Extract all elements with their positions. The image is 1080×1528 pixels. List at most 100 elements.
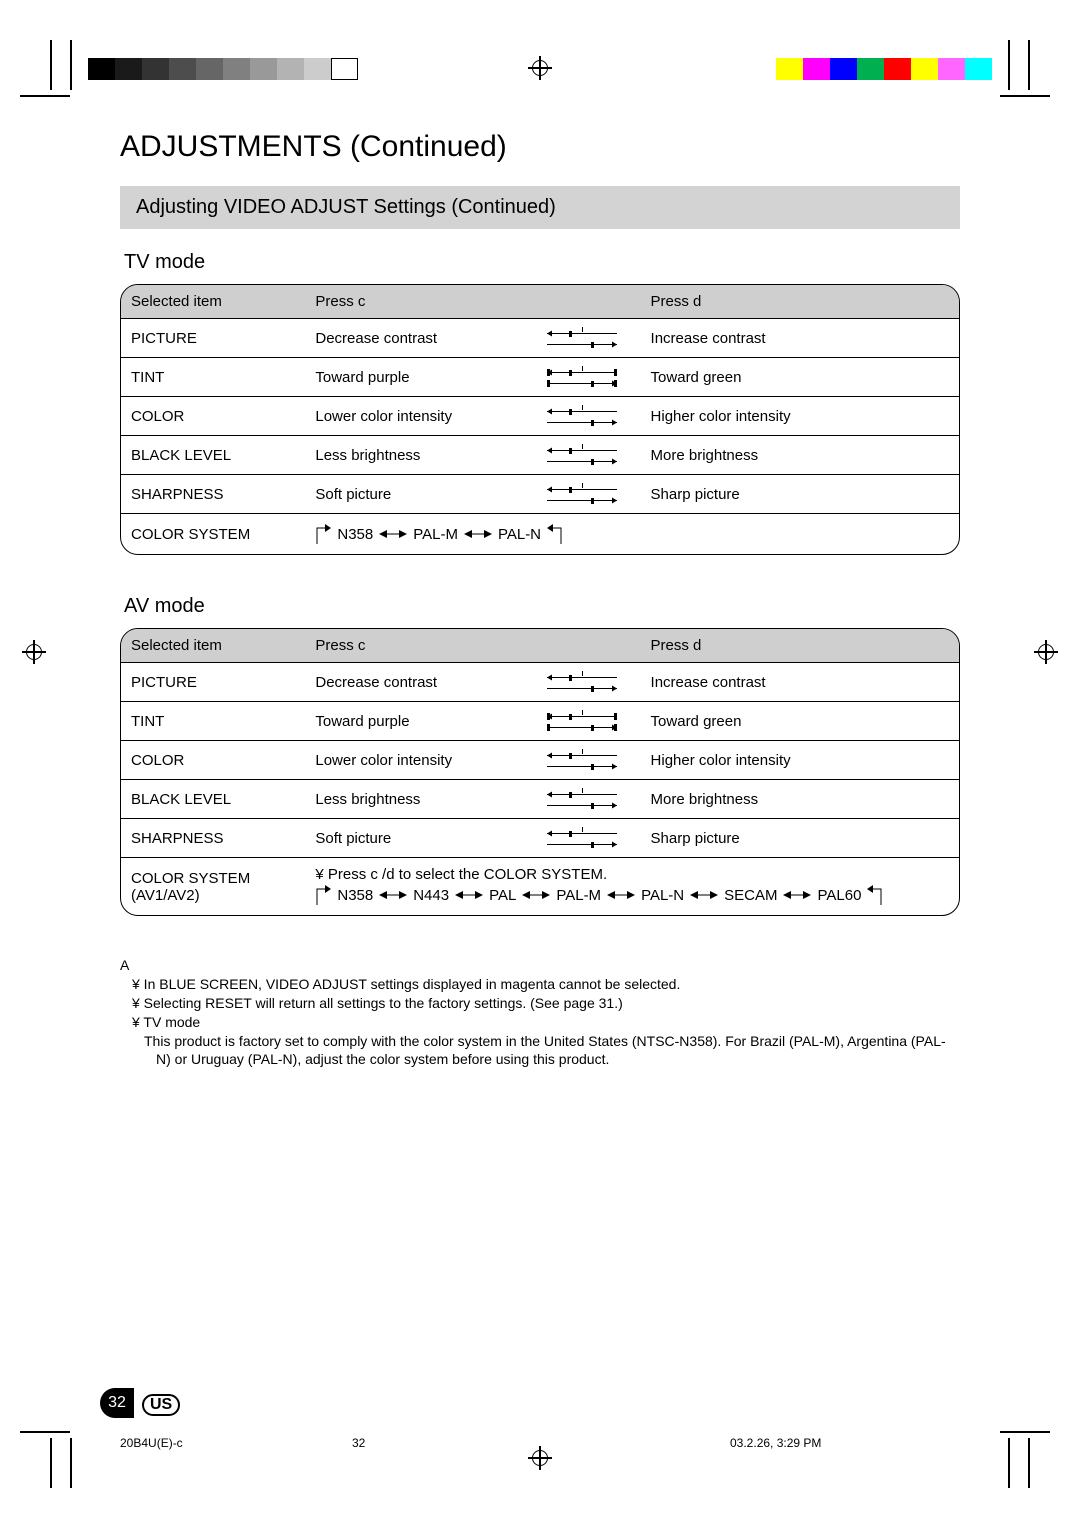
section-subtitle: Adjusting VIDEO ADJUST Settings (Continu… (120, 186, 960, 229)
crop-mark (20, 1431, 70, 1433)
cell-slider (523, 358, 640, 397)
cell-item: SHARPNESS (121, 475, 305, 514)
arrow-icon (455, 889, 483, 901)
footer-timestamp: 03.2.26, 3:29 PM (730, 1436, 821, 1450)
table-row: COLORLower color intensity Higher color … (121, 741, 959, 780)
cell-cycle: ¥ Press c /d to select the COLOR SYSTEM.… (305, 858, 959, 916)
cell-press-d: Sharp picture (641, 819, 959, 858)
cell-press-c: Soft picture (305, 475, 523, 514)
crop-mark (50, 40, 52, 90)
cell-press-c: Toward purple (305, 702, 523, 741)
table-row: COLORLower color intensity Higher color … (121, 397, 959, 436)
cell-slider (523, 663, 640, 702)
crop-mark (1000, 95, 1050, 97)
cell-press-c: Decrease contrast (305, 319, 523, 358)
slider-icon (547, 788, 617, 810)
arrow-icon (379, 528, 407, 540)
cycle-item: N358 (337, 887, 373, 904)
region-badge: US (142, 1394, 180, 1416)
table-header: Press c (305, 285, 523, 319)
cycle-item: PAL-M (413, 526, 458, 543)
cell-press-d: Higher color intensity (641, 741, 959, 780)
note-line: This product is factory set to comply wi… (144, 1032, 960, 1070)
slider-icon (547, 749, 617, 771)
table: Selected itemPress cPress dPICTUREDecrea… (121, 629, 959, 915)
av-mode-heading: AV mode (124, 595, 960, 618)
crop-mark (1028, 40, 1030, 90)
cell-press-d: Increase contrast (641, 663, 959, 702)
cell-item: BLACK LEVEL (121, 780, 305, 819)
crop-mark (1008, 1438, 1010, 1488)
registration-mark-icon (528, 1446, 552, 1470)
table-header (523, 629, 640, 663)
loop-arrow-icon (547, 522, 563, 546)
table-header: Press d (641, 629, 959, 663)
page-title: ADJUSTMENTS (Continued) (120, 130, 960, 164)
cycle-item: PAL60 (817, 887, 861, 904)
cycle-item: SECAM (724, 887, 777, 904)
cell-slider (523, 780, 640, 819)
cell-item: PICTURE (121, 663, 305, 702)
table-row: TINTToward purple Toward green (121, 358, 959, 397)
cell-slider (523, 819, 640, 858)
table-header: Press d (641, 285, 959, 319)
cycle-lead: ¥ Press c /d to select the COLOR SYSTEM. (315, 866, 949, 883)
tv-mode-table: Selected itemPress cPress dPICTUREDecrea… (120, 284, 960, 555)
slider-icon (547, 710, 617, 732)
printer-color-bar (776, 58, 992, 80)
printer-gray-bar (88, 58, 358, 80)
cell-press-c: Lower color intensity (305, 741, 523, 780)
registration-mark-icon (22, 640, 46, 664)
table-row: PICTUREDecrease contrast Increase contra… (121, 319, 959, 358)
arrow-icon (690, 889, 718, 901)
cell-press-c: Less brightness (305, 780, 523, 819)
cell-press-c: Less brightness (305, 436, 523, 475)
page-number: 32 (100, 1388, 134, 1418)
table-row: COLOR SYSTEM(AV1/AV2)¥ Press c /d to sel… (121, 858, 959, 916)
table-header: Selected item (121, 285, 305, 319)
loop-arrow-icon (315, 883, 331, 907)
crop-mark (1028, 1438, 1030, 1488)
cell-slider (523, 397, 640, 436)
page-content: ADJUSTMENTS (Continued) Adjusting VIDEO … (120, 130, 960, 1398)
table-row: TINTToward purple Toward green (121, 702, 959, 741)
cell-press-d: More brightness (641, 780, 959, 819)
crop-mark (70, 1438, 72, 1488)
slider-icon (547, 671, 617, 693)
crop-mark (70, 40, 72, 90)
cycle-sequence: N358N443PALPAL-MPAL-NSECAMPAL60 (315, 883, 949, 907)
crop-mark (20, 95, 70, 97)
cell-slider (523, 436, 640, 475)
slider-icon (547, 327, 617, 349)
loop-arrow-icon (867, 883, 883, 907)
av-mode-table: Selected itemPress cPress dPICTUREDecrea… (120, 628, 960, 916)
footer-mid-num: 32 (352, 1436, 365, 1450)
cell-slider (523, 319, 640, 358)
cell-slider (523, 741, 640, 780)
cell-cycle: N358 PAL-M PAL-N (305, 514, 959, 555)
slider-icon (547, 483, 617, 505)
arrow-icon (783, 889, 811, 901)
cycle-item: N358 (337, 526, 373, 543)
table: Selected itemPress cPress dPICTUREDecrea… (121, 285, 959, 554)
table-row: BLACK LEVELLess brightness More brightne… (121, 780, 959, 819)
cell-item: COLOR SYSTEM (121, 514, 305, 555)
cell-press-d: Toward green (641, 702, 959, 741)
cell-press-d: More brightness (641, 436, 959, 475)
cell-item: TINT (121, 702, 305, 741)
slider-icon (547, 405, 617, 427)
cycle-sequence: N358 PAL-M PAL-N (315, 522, 949, 546)
cell-slider (523, 475, 640, 514)
cell-item: PICTURE (121, 319, 305, 358)
cell-slider (523, 702, 640, 741)
notes-block: A ¥ In BLUE SCREEN, VIDEO ADJUST setting… (120, 956, 960, 1069)
cycle-item: PAL-M (556, 887, 601, 904)
cell-press-c: Soft picture (305, 819, 523, 858)
tv-mode-heading: TV mode (124, 251, 960, 274)
notes-heading: A (120, 956, 960, 975)
slider-icon (547, 444, 617, 466)
arrow-icon (607, 889, 635, 901)
registration-mark-icon (1034, 640, 1058, 664)
cycle-item: PAL-N (498, 526, 541, 543)
cell-press-d: Increase contrast (641, 319, 959, 358)
